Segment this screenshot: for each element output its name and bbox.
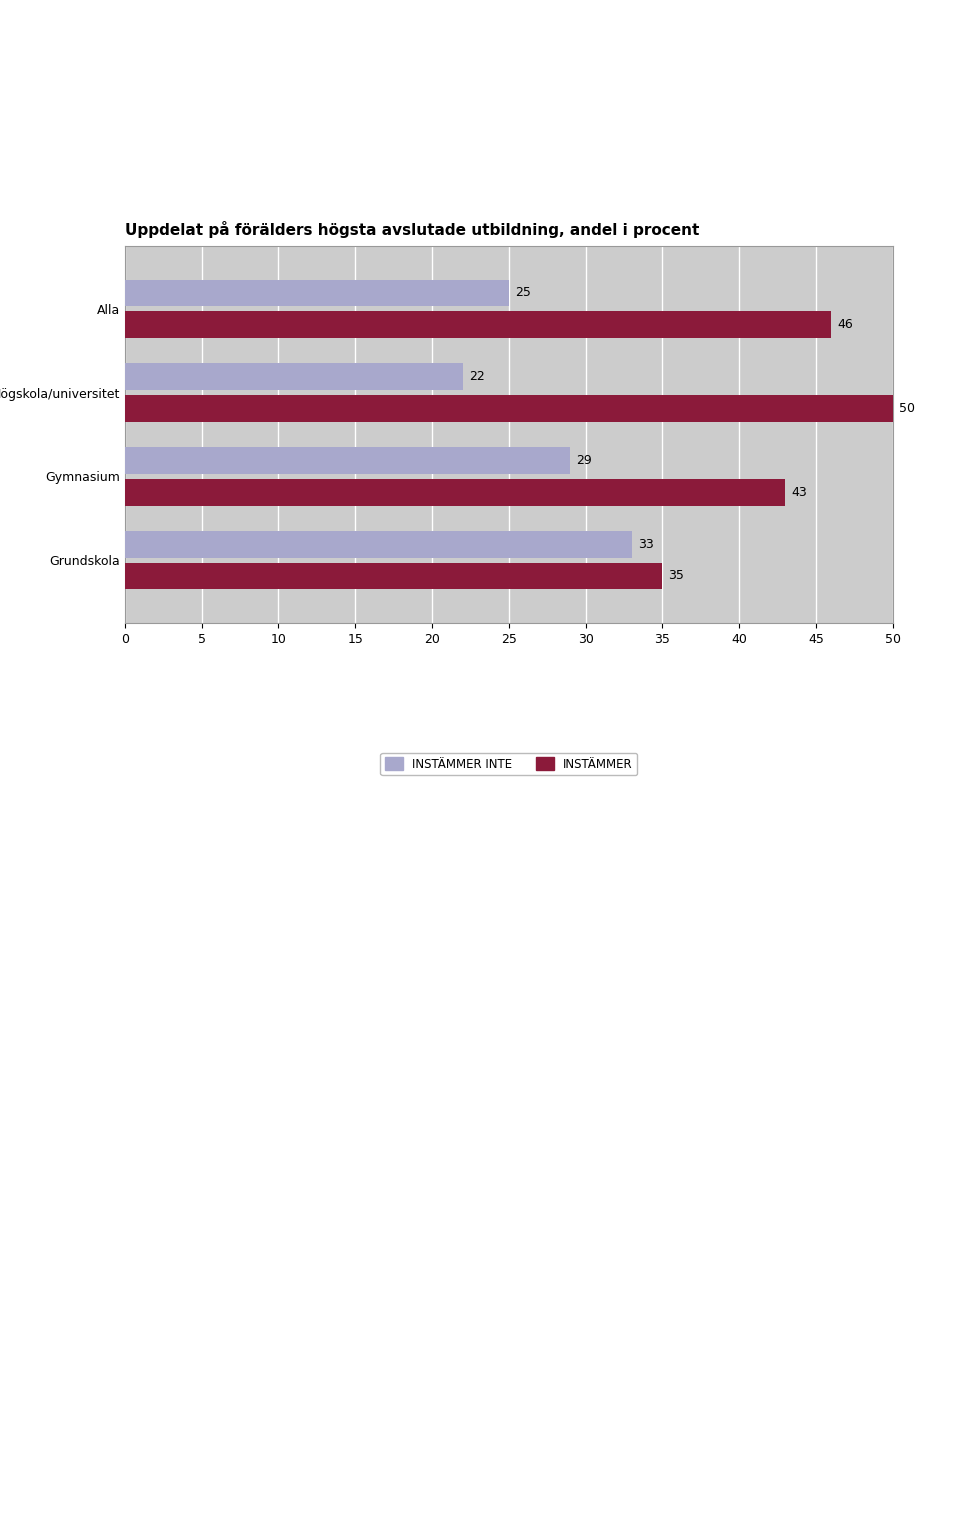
Text: 33: 33 [637,538,654,551]
Text: 50: 50 [899,401,915,415]
Bar [125,280,509,306]
Legend: INSTÄMMER INTE, INSTÄMMER: INSTÄMMER INTE, INSTÄMMER [380,752,637,775]
Bar [125,363,463,391]
Text: 22: 22 [468,371,485,383]
Bar [125,478,785,506]
Bar [125,563,662,589]
Text: 46: 46 [837,318,853,331]
Bar [125,311,831,338]
Text: 29: 29 [576,454,592,468]
Text: 25: 25 [515,286,531,300]
Text: Uppdelat på förälders högsta avslutade utbildning, andel i procent: Uppdelat på förälders högsta avslutade u… [125,221,699,238]
Bar [125,395,893,421]
Text: 43: 43 [791,486,807,498]
Text: 35: 35 [668,569,684,583]
Bar [125,448,570,474]
Bar [125,531,632,558]
